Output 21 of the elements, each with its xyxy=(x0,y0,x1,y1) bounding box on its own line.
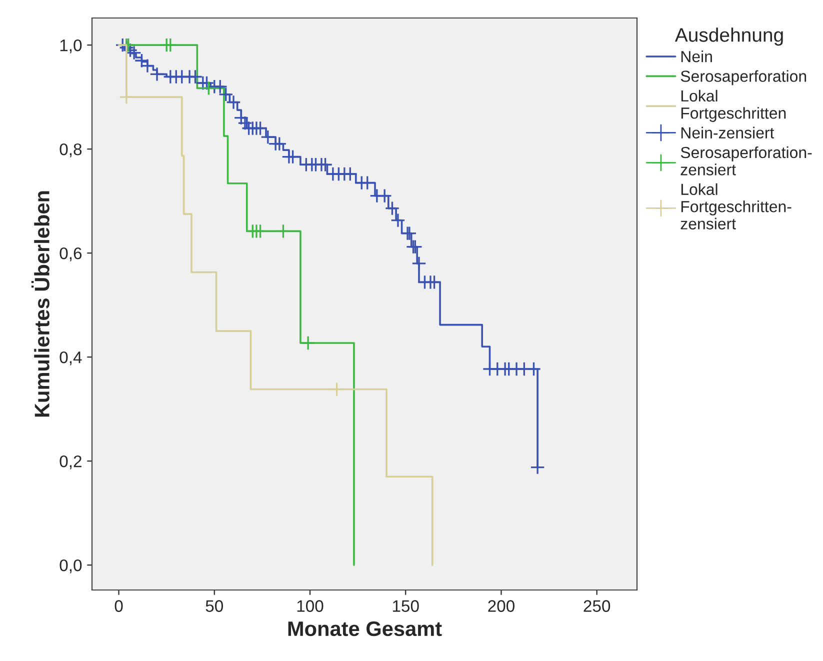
y-tick-label: 1,0 xyxy=(60,39,82,54)
legend-title: Ausdehnung xyxy=(674,28,783,46)
x-tick-label: 250 xyxy=(584,600,610,612)
y-tick-label: 0,6 xyxy=(60,247,82,262)
legend-label: Lokal Fortgeschritten xyxy=(681,90,786,122)
y-tick-label: 0,0 xyxy=(60,559,82,574)
x-tick-label: 50 xyxy=(206,600,224,612)
x-tick-label: 100 xyxy=(297,600,324,612)
y-tick-label: 0,4 xyxy=(60,351,82,366)
y-tick-label: 0,8 xyxy=(60,143,82,158)
y-axis-title: Kumuliertes Überleben xyxy=(31,191,50,417)
x-tick-label: 0 xyxy=(114,600,123,612)
legend-label: Serosaperforation xyxy=(680,70,806,86)
legend-label: Nein-zensiert xyxy=(681,126,774,138)
x-tick-label: 150 xyxy=(392,600,419,612)
x-tick-label: 200 xyxy=(488,600,514,612)
x-axis-title: Monate Gesamt xyxy=(288,621,442,636)
legend-label: Lokal Fortgeschritten-zensiert xyxy=(680,183,792,230)
legend-label: Serosaperforation-zensiert xyxy=(680,146,812,176)
legend-label: Nein xyxy=(681,50,712,62)
y-tick-label: 0,2 xyxy=(60,455,82,470)
